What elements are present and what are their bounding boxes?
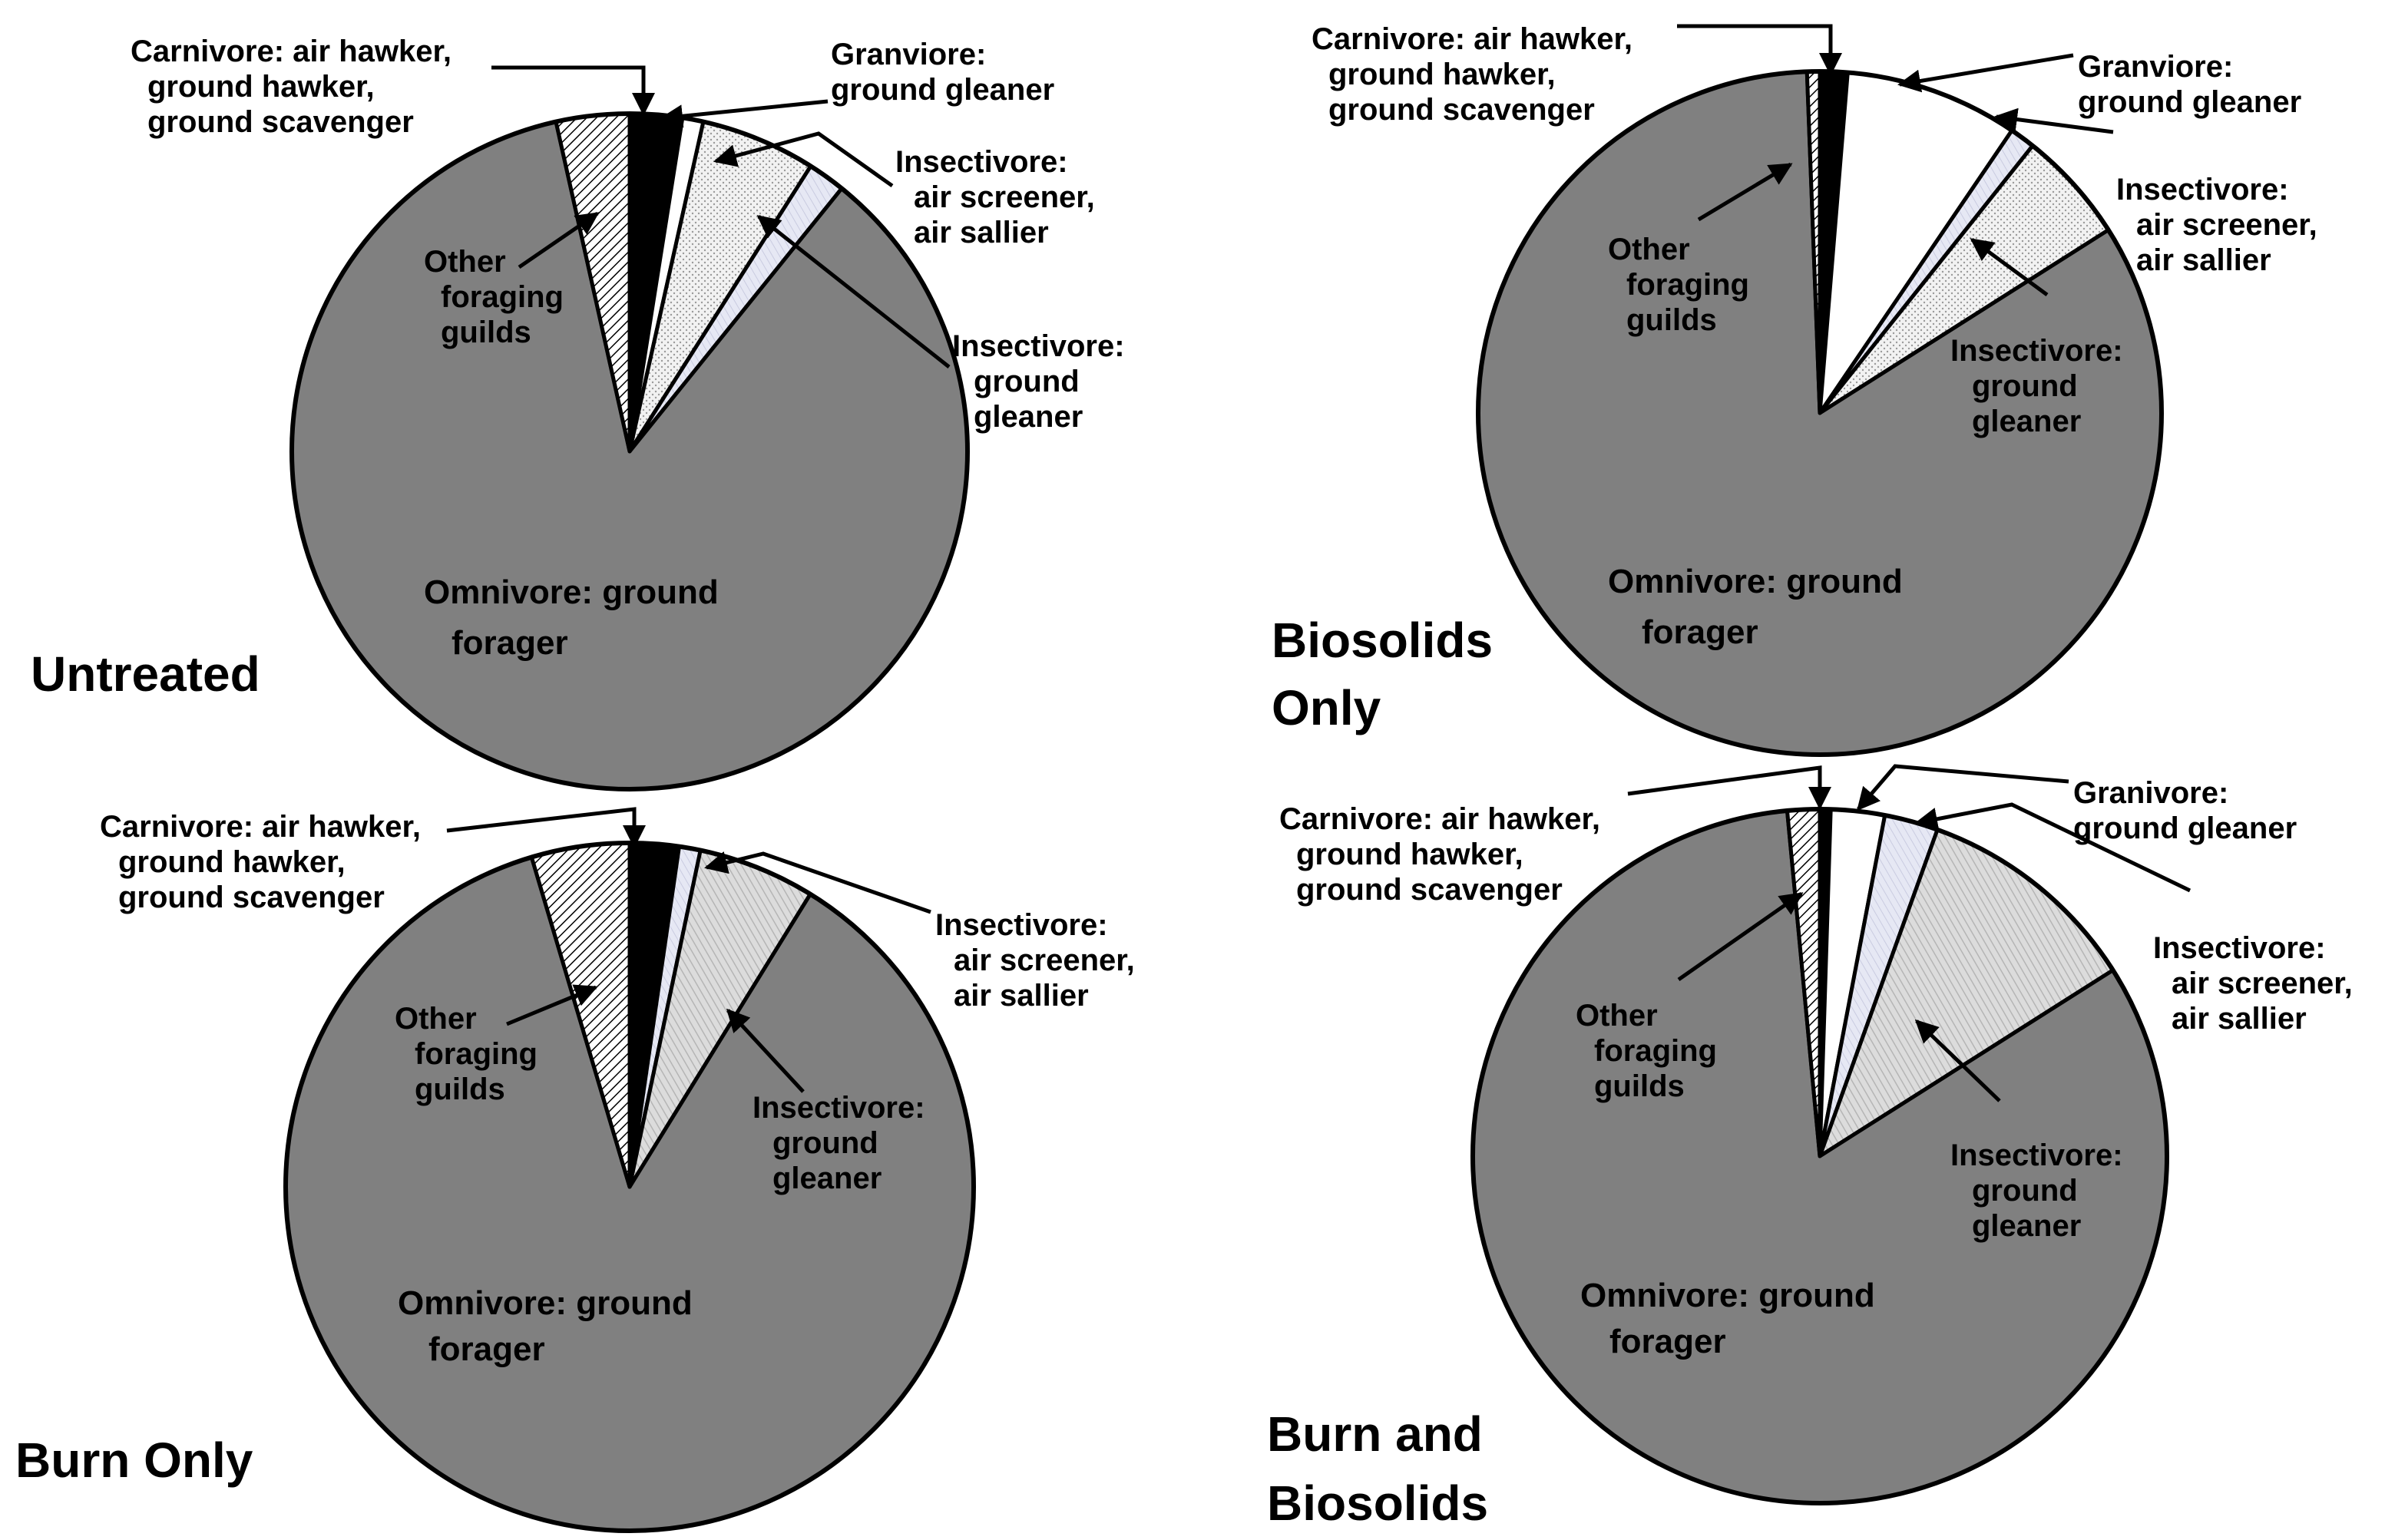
leader-carnivore-4 bbox=[1627, 765, 1831, 810]
label-insectivore-air: Insectivore: air screener, air sallier bbox=[2116, 173, 2317, 277]
pie-slices bbox=[283, 69, 2169, 1533]
pie-chart-1 bbox=[289, 111, 970, 791]
chart-title-burn-only: Burn Only bbox=[15, 1433, 253, 1488]
label-insectivore-ground: Insectivore: ground gleaner bbox=[753, 1091, 925, 1195]
label-granivore: Granivore: ground gleaner bbox=[2073, 776, 2297, 845]
leader-carnivore-3 bbox=[446, 807, 646, 848]
leader-insectivore-ground-1 bbox=[756, 215, 951, 368]
chart-labels: Carnivore: air hawker, ground hawker, grou… bbox=[15, 22, 2353, 1531]
leader-granivore-1 bbox=[660, 99, 829, 128]
leader-insectivore-ground-4 bbox=[1914, 1019, 2001, 1102]
chart-title-untreated: Untreated bbox=[31, 646, 260, 702]
leader-insectivore-ground-2 bbox=[1970, 237, 2049, 297]
label-insectivore-ground: Insectivore: ground gleaner bbox=[1950, 1138, 2123, 1243]
leader-carnivore-1 bbox=[491, 65, 655, 116]
chart-title-biosolids-only: Biosolids Only bbox=[1272, 613, 1493, 735]
label-insectivore-air: Insectivore: air screener, air sallier bbox=[895, 145, 1095, 250]
leader-granivore-4 bbox=[1857, 764, 2069, 811]
label-insectivore-air: Insectivore: air screener, air sallier bbox=[2153, 931, 2353, 1036]
leader-insectivore-air-3 bbox=[704, 851, 931, 914]
label-carnivore: Carnivore: air hawker, ground hawker, grou… bbox=[1312, 22, 1632, 127]
leader-insectivore-air-4 bbox=[1914, 802, 2191, 893]
leader-other-3 bbox=[506, 984, 598, 1026]
pie-outline bbox=[289, 111, 970, 791]
label-carnivore: Carnivore: air hawker, ground hawker, grou… bbox=[1279, 802, 1600, 907]
label-omnivore: Omnivore: ground forager bbox=[1608, 563, 1903, 651]
label-other: Other foraging guilds bbox=[1576, 999, 1717, 1103]
label-leader-lines bbox=[446, 24, 2191, 1102]
label-insectivore-air: Insectivore: air screener, air sallier bbox=[935, 908, 1135, 1013]
label-carnivore: Carnivore: air hawker, ground hawker, grou… bbox=[100, 810, 421, 914]
leader-other-2 bbox=[1697, 162, 1793, 222]
leader-insectivore-air-2 bbox=[1994, 107, 2114, 134]
label-granivore: Granviore: ground gleaner bbox=[2078, 50, 2301, 119]
leader-insectivore-ground-3 bbox=[726, 1008, 805, 1093]
leader-other-4 bbox=[1677, 891, 1804, 982]
pie-chart-4 bbox=[1470, 807, 2169, 1505]
label-granivore: Granviore: ground gleaner bbox=[831, 38, 1054, 107]
label-omnivore: Omnivore: ground forager bbox=[398, 1284, 693, 1368]
label-other: Other foraging guilds bbox=[395, 1002, 538, 1106]
label-insectivore-ground: Insectivore: ground gleaner bbox=[952, 329, 1125, 434]
label-omnivore: Omnivore: ground forager bbox=[1580, 1277, 1875, 1360]
label-other: Other foraging guilds bbox=[1608, 233, 1749, 337]
label-insectivore-ground: Insectivore: ground gleaner bbox=[1950, 334, 2123, 438]
chart-title-burn-and-biosolids: Burn and Biosolids bbox=[1267, 1406, 1488, 1531]
leader-insectivore-air-1 bbox=[713, 131, 894, 188]
label-carnivore: Carnivore: air hawker, ground hawker, grou… bbox=[131, 35, 452, 139]
leader-granivore-2 bbox=[1897, 53, 2074, 93]
leader-other-1 bbox=[518, 211, 600, 269]
label-other: Other foraging guilds bbox=[424, 245, 564, 349]
pie-chart-2 bbox=[1476, 69, 2164, 757]
leader-carnivore-2 bbox=[1677, 24, 1842, 76]
label-omnivore: Omnivore: ground forager bbox=[424, 573, 719, 662]
pie-chart-3 bbox=[283, 841, 976, 1533]
